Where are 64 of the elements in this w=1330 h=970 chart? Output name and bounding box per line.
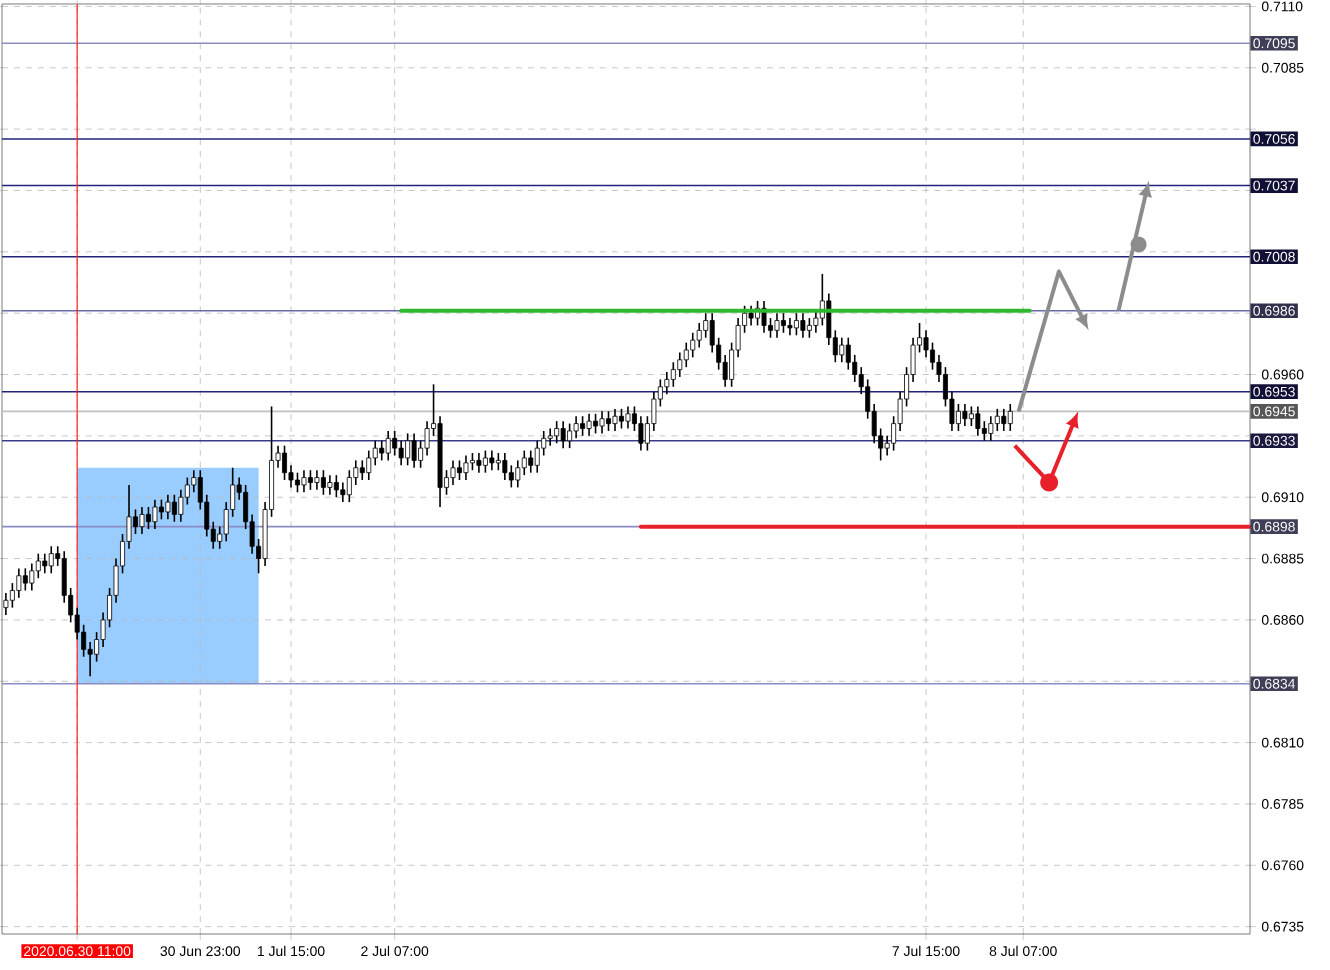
candlestick <box>962 403 968 427</box>
candlestick <box>625 405 631 430</box>
candlestick <box>398 439 404 467</box>
candlestick <box>573 415 579 440</box>
candlestick <box>282 444 287 481</box>
candlestick <box>606 410 611 432</box>
candlestick <box>489 449 495 472</box>
candlestick <box>145 506 151 530</box>
candlestick <box>333 474 339 499</box>
candlestick <box>295 471 300 494</box>
candlestick <box>29 562 35 592</box>
candlestick <box>411 432 417 469</box>
candlestick <box>534 439 540 474</box>
candlestick <box>366 449 372 481</box>
candlestick <box>586 412 592 437</box>
candlestick <box>839 336 845 364</box>
candlestick <box>320 469 326 496</box>
candlestick <box>301 469 307 494</box>
candlestick <box>385 430 391 462</box>
candlestick <box>340 481 346 503</box>
candlestick <box>314 469 320 491</box>
candlestick <box>327 474 333 496</box>
candlestick <box>560 420 566 449</box>
candlestick <box>22 567 28 592</box>
candlestick <box>528 449 534 474</box>
candlestick <box>593 412 599 435</box>
candlestick <box>463 454 469 481</box>
candlestick <box>476 452 482 474</box>
candlestick <box>988 415 994 442</box>
candlestick <box>139 506 145 535</box>
candlestick <box>554 420 560 445</box>
candlestick <box>133 508 138 535</box>
candlestick <box>975 405 981 437</box>
candlestick <box>457 459 462 481</box>
candlestick <box>392 430 398 457</box>
candlestick <box>780 312 786 334</box>
candlestick <box>612 408 618 432</box>
candlestick <box>774 312 780 339</box>
candlestick <box>482 449 488 474</box>
candlestick <box>158 498 164 521</box>
candlestick <box>547 427 553 447</box>
candlestick <box>405 432 411 467</box>
candlestick <box>800 312 806 339</box>
candlestick <box>1001 408 1007 432</box>
candlestick <box>502 452 508 481</box>
candlestick <box>787 317 793 337</box>
candlestick <box>567 422 573 449</box>
candlestick <box>42 552 48 575</box>
candlestick <box>580 415 586 437</box>
candlestick <box>359 459 365 481</box>
candlestick <box>379 439 385 462</box>
candlestick <box>968 405 974 427</box>
candlestick <box>619 408 624 430</box>
candlestick <box>515 459 521 489</box>
candlestick <box>955 403 961 432</box>
candlestick <box>793 312 799 337</box>
candlestick <box>165 493 171 521</box>
candlestick <box>152 498 158 530</box>
candlestick <box>1007 403 1013 432</box>
candlestick <box>599 410 605 435</box>
candlestick <box>806 317 812 339</box>
candlestick <box>48 545 54 575</box>
candlestick <box>171 493 177 523</box>
candlestick <box>307 469 313 491</box>
